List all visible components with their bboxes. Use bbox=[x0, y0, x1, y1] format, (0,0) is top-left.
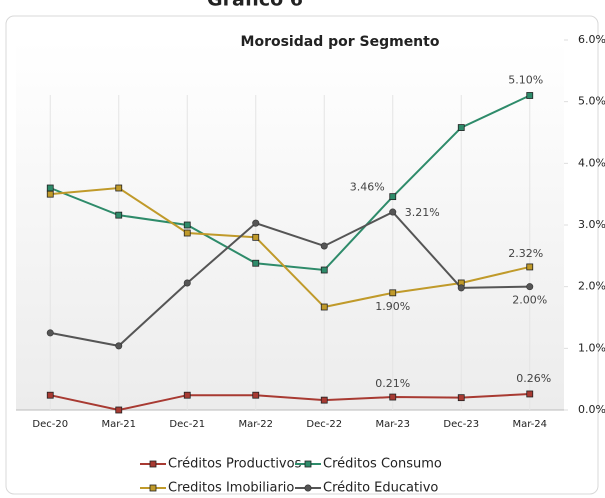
point bbox=[183, 221, 191, 229]
y-tick-label: 4.0% bbox=[578, 156, 605, 169]
series-line bbox=[50, 186, 530, 309]
data-label: 0.26% bbox=[516, 372, 551, 385]
x-tick-label: Mar-24 bbox=[512, 419, 547, 430]
legend-label: Créditos Productivos bbox=[168, 457, 302, 472]
point bbox=[320, 396, 328, 404]
x-tick-label: Mar-22 bbox=[238, 419, 273, 430]
point bbox=[46, 190, 54, 198]
point bbox=[115, 342, 123, 350]
data-label: 3.21% bbox=[405, 206, 440, 219]
point bbox=[46, 329, 54, 337]
x-tick-label: Mar-21 bbox=[101, 419, 136, 430]
series-line bbox=[50, 392, 530, 412]
point bbox=[389, 208, 397, 216]
y-tick-label: 2.0% bbox=[578, 280, 605, 293]
point bbox=[457, 284, 465, 292]
point bbox=[115, 184, 123, 192]
x-tick-label: Dec-20 bbox=[32, 419, 68, 430]
point bbox=[526, 390, 534, 398]
legend-marker bbox=[149, 484, 157, 492]
point bbox=[389, 289, 397, 297]
data-label: 2.00% bbox=[512, 294, 547, 307]
point bbox=[115, 406, 123, 414]
series-line bbox=[49, 94, 531, 272]
point bbox=[526, 263, 534, 271]
page-header: Gráfico 6 bbox=[207, 0, 303, 11]
x-tick-label: Dec-23 bbox=[443, 419, 479, 430]
x-tick-label: Dec-22 bbox=[306, 419, 342, 430]
x-tick-label: Dec-21 bbox=[169, 419, 205, 430]
y-tick-label: 1.0% bbox=[578, 341, 605, 354]
point bbox=[320, 303, 328, 311]
point bbox=[252, 219, 260, 227]
data-label: 1.90% bbox=[375, 300, 410, 313]
point bbox=[526, 92, 534, 99]
legend-label: Creditos Imobiliario bbox=[168, 481, 294, 496]
y-tick-label: 5.0% bbox=[578, 95, 605, 108]
point bbox=[183, 229, 191, 237]
point bbox=[320, 242, 328, 250]
legend-marker bbox=[304, 484, 312, 492]
point bbox=[183, 279, 191, 287]
chart-title: Morosidad por Segmento bbox=[241, 34, 440, 50]
point bbox=[320, 266, 328, 274]
point bbox=[389, 193, 397, 201]
data-label: 3.46% bbox=[350, 181, 385, 194]
point bbox=[252, 391, 260, 399]
x-tick-label: Mar-23 bbox=[375, 419, 410, 430]
point bbox=[252, 233, 260, 241]
point bbox=[252, 259, 260, 267]
point bbox=[46, 184, 54, 192]
point bbox=[183, 391, 191, 399]
legend-marker bbox=[304, 460, 312, 468]
data-label: 5.10% bbox=[508, 74, 543, 87]
series-line bbox=[50, 210, 530, 347]
point bbox=[457, 394, 465, 402]
y-tick-label: 3.0% bbox=[578, 218, 605, 231]
y-tick-label: 6.0% bbox=[578, 33, 605, 46]
point bbox=[457, 124, 465, 131]
data-label: 2.32% bbox=[508, 247, 543, 260]
point bbox=[115, 211, 123, 219]
legend-label: Créditos Consumo bbox=[323, 457, 442, 472]
legend-marker bbox=[149, 460, 157, 468]
point bbox=[389, 393, 397, 401]
plot-area bbox=[16, 40, 564, 410]
data-label: 0.21% bbox=[375, 377, 410, 390]
y-tick-label: 0.0% bbox=[578, 403, 605, 416]
point bbox=[46, 391, 54, 399]
legend-label: Crédito Educativo bbox=[323, 481, 438, 496]
point bbox=[526, 283, 534, 291]
